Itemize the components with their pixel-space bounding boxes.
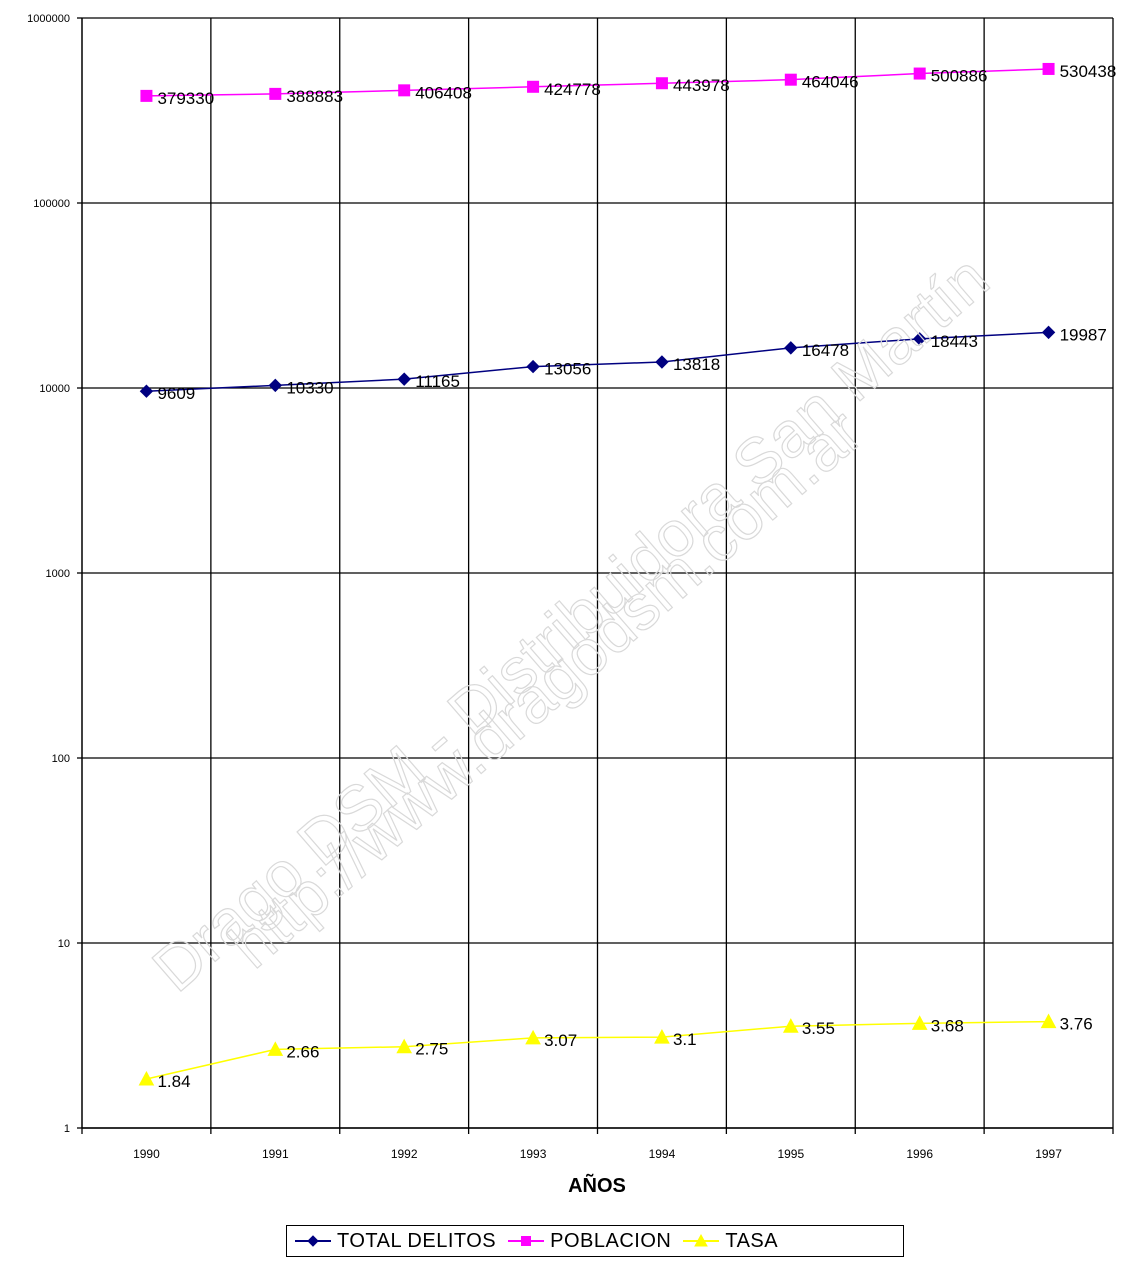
data-point	[912, 332, 927, 346]
x-tick-label: 1990	[133, 1147, 160, 1161]
data-label: 3.1	[673, 1030, 697, 1049]
y-tick-label: 100	[52, 753, 70, 765]
data-point	[694, 1233, 709, 1247]
data-label: 2.66	[286, 1042, 319, 1061]
legend-label: TOTAL DELITOS	[337, 1229, 497, 1252]
x-tick-label: 1994	[649, 1147, 676, 1161]
legend-label: TASA	[725, 1229, 779, 1252]
data-point	[1042, 62, 1055, 75]
series-group: 9609 10330 11165 13056 13818 16478 18443 19987 3…	[138, 62, 1116, 1091]
legend-swatch	[508, 1236, 545, 1246]
data-point	[396, 1038, 413, 1054]
data-point	[140, 89, 153, 102]
data-label: 13818	[673, 355, 720, 374]
data-point	[525, 1029, 541, 1045]
data-point	[655, 355, 669, 369]
x-tick-label: 1995	[777, 1147, 804, 1161]
series-poblacion: 379330 388883 406408 424778 443978 464046 5008…	[140, 62, 1116, 108]
data-point	[784, 341, 798, 355]
series-total-delitos: 9609 10330 11165 13056 13818 16478 18443 19987	[139, 325, 1107, 403]
data-label: 13056	[544, 360, 591, 379]
data-label: 443978	[673, 76, 730, 95]
y-tick-label: 100000	[33, 198, 70, 210]
data-label: 3.55	[802, 1019, 835, 1038]
x-axis: 1990 1991 1992 1993 1994 1995 1996 1997	[81, 1127, 1114, 1161]
data-point	[307, 1235, 319, 1247]
data-label: 1.84	[157, 1072, 190, 1091]
x-tick-label: 1991	[262, 1147, 289, 1161]
data-point	[1040, 1013, 1057, 1029]
data-label: 530438	[1060, 62, 1117, 81]
data-point	[268, 378, 283, 393]
data-point	[782, 1018, 799, 1033]
data-point	[138, 1070, 155, 1086]
x-tick-label: 1996	[906, 1147, 933, 1161]
x-axis-title: AÑOS	[568, 1174, 626, 1197]
data-label: 379330	[157, 89, 214, 108]
series-line	[146, 68, 1049, 97]
data-point	[267, 1041, 284, 1056]
data-point	[269, 87, 282, 100]
data-label: 9609	[157, 384, 195, 403]
data-point	[527, 80, 540, 93]
y-tick-label: 1000000	[27, 13, 70, 25]
y-axis: 1 10 100 1000 10000 100000 1000000	[27, 13, 83, 1135]
data-point	[1041, 325, 1056, 340]
data-point	[913, 67, 926, 80]
data-label: 388883	[286, 87, 343, 106]
legend: TOTAL DELITOS POBLACION TASA	[286, 1225, 904, 1257]
data-point	[784, 73, 797, 86]
data-label: 2.75	[415, 1040, 448, 1059]
x-tick-label: 1993	[520, 1147, 547, 1161]
legend-item: TOTAL DELITOS	[293, 1230, 496, 1253]
data-label: 406408	[415, 83, 472, 102]
data-label: 10330	[286, 378, 333, 397]
data-label: 3.07	[544, 1031, 577, 1050]
data-label: 16478	[802, 341, 849, 360]
x-tick-label: 1997	[1035, 1147, 1062, 1161]
data-point	[654, 1029, 670, 1044]
data-point	[139, 384, 154, 398]
legend-item: POBLACION	[506, 1230, 671, 1253]
series-tasa: 1.84 2.66 2.75 3.07 3.1 3.55 3.68 3.76	[138, 1013, 1093, 1091]
data-point	[911, 1015, 928, 1030]
y-tick-label: 10	[58, 938, 70, 950]
data-point	[397, 372, 411, 386]
data-label: 424778	[544, 80, 601, 99]
y-tick-label: 1000	[46, 568, 70, 580]
legend-label: POBLACION	[550, 1229, 672, 1252]
series-line	[146, 331, 1049, 392]
data-point	[526, 359, 540, 374]
data-point	[521, 1236, 532, 1246]
y-tick-label: 10000	[39, 383, 70, 395]
series-line	[146, 1020, 1049, 1080]
data-label: 3.68	[931, 1016, 964, 1035]
data-label: 500886	[931, 67, 988, 86]
y-tick-label: 1	[64, 1123, 70, 1135]
legend-swatch	[295, 1235, 331, 1247]
legend-item: TASA	[681, 1230, 778, 1253]
gridlines	[82, 17, 1114, 1129]
data-label: 3.76	[1060, 1015, 1093, 1034]
legend-swatch	[683, 1233, 720, 1247]
data-label: 464046	[802, 73, 859, 92]
data-label: 18443	[931, 332, 978, 351]
data-label: 11165	[415, 372, 460, 391]
x-tick-label: 1992	[391, 1147, 418, 1161]
data-point	[655, 77, 668, 90]
data-label: 19987	[1060, 325, 1107, 344]
data-point	[398, 84, 411, 97]
